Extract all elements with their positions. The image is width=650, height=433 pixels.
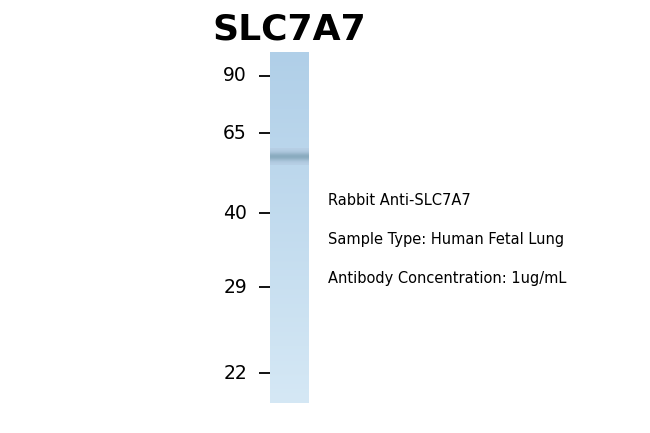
Text: SLC7A7: SLC7A7: [213, 13, 366, 47]
Text: 29: 29: [223, 278, 247, 297]
Text: 22: 22: [223, 364, 247, 383]
Text: Rabbit Anti-SLC7A7: Rabbit Anti-SLC7A7: [328, 193, 471, 208]
Text: Antibody Concentration: 1ug/mL: Antibody Concentration: 1ug/mL: [328, 271, 567, 286]
Text: 65: 65: [223, 124, 247, 143]
Text: 40: 40: [223, 204, 247, 223]
Text: 90: 90: [223, 66, 247, 85]
Text: Sample Type: Human Fetal Lung: Sample Type: Human Fetal Lung: [328, 232, 564, 247]
